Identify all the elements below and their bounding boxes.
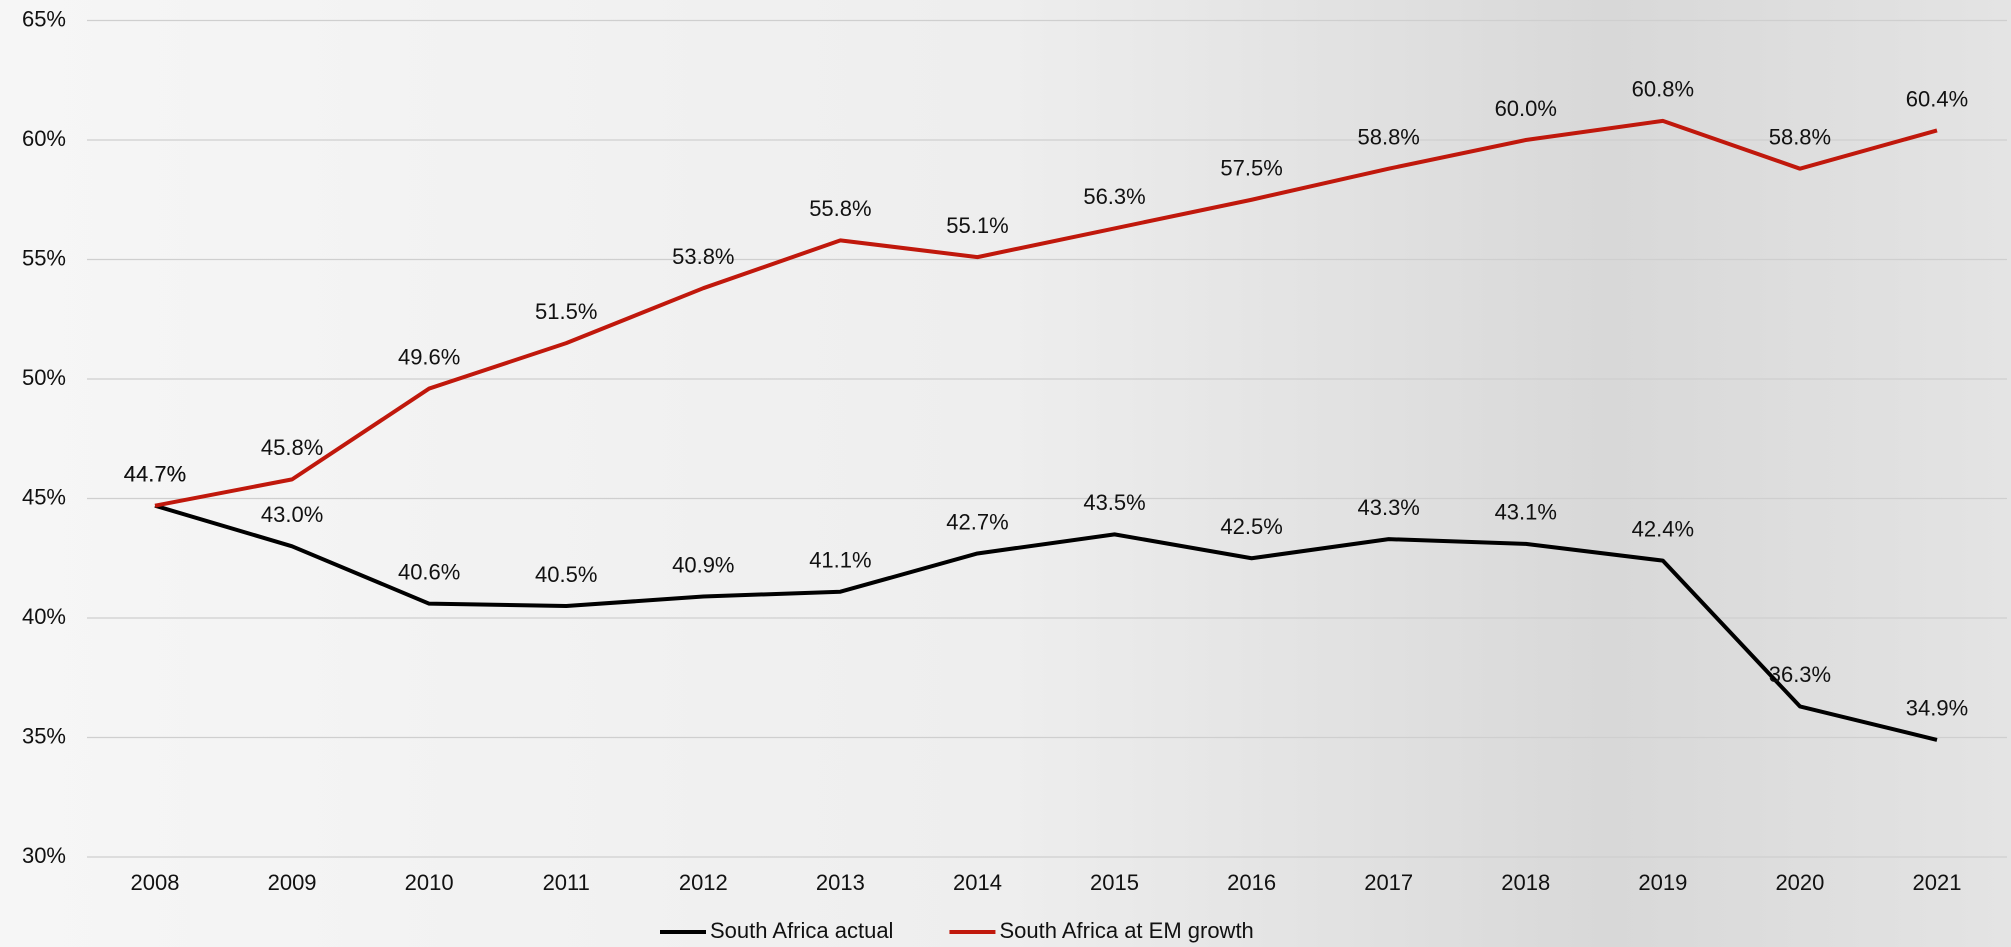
x-tick-label: 2015	[1090, 870, 1139, 895]
data-label: 57.5%	[1220, 156, 1282, 181]
data-label: 60.8%	[1632, 77, 1694, 102]
x-tick-label: 2016	[1227, 870, 1276, 895]
x-tick-label: 2012	[679, 870, 728, 895]
data-label: 45.8%	[261, 435, 323, 460]
y-tick-label: 65%	[22, 6, 66, 31]
data-label: 43.5%	[1083, 490, 1145, 515]
y-tick-label: 45%	[22, 484, 66, 509]
data-label: 40.5%	[535, 562, 597, 587]
data-label: 60.4%	[1906, 86, 1968, 111]
y-tick-label: 40%	[22, 604, 66, 629]
x-tick-label: 2011	[543, 870, 590, 895]
y-tick-label: 35%	[22, 723, 66, 748]
data-label: 40.6%	[398, 559, 460, 584]
data-label: 44.7%	[124, 461, 186, 486]
x-tick-label: 2017	[1364, 870, 1413, 895]
x-tick-label: 2014	[953, 870, 1002, 895]
y-tick-label: 30%	[22, 843, 66, 868]
y-tick-label: 50%	[22, 365, 66, 390]
data-label: 43.0%	[261, 502, 323, 527]
x-tick-label: 2019	[1638, 870, 1687, 895]
data-label: 44.7%	[124, 461, 186, 486]
x-tick-label: 2008	[131, 870, 180, 895]
series-line	[154, 118, 1938, 508]
x-tick-label: 2020	[1775, 870, 1824, 895]
data-label: 41.1%	[809, 548, 871, 573]
data-label: 43.1%	[1495, 500, 1557, 525]
data-label: 55.8%	[809, 196, 871, 221]
data-label: 42.4%	[1632, 516, 1694, 541]
data-label: 58.8%	[1769, 124, 1831, 149]
data-label: 49.6%	[398, 344, 460, 369]
x-tick-label: 2010	[405, 870, 454, 895]
x-tick-label: 2013	[816, 870, 865, 895]
x-tick-label: 2009	[268, 870, 317, 895]
data-label: 36.3%	[1769, 662, 1831, 687]
y-tick-label: 60%	[22, 126, 66, 151]
data-label: 40.9%	[672, 552, 734, 577]
series-line	[154, 503, 1938, 742]
x-tick-label: 2018	[1501, 870, 1550, 895]
data-label: 56.3%	[1083, 184, 1145, 209]
data-label: 60.0%	[1495, 96, 1557, 121]
data-label: 58.8%	[1357, 124, 1419, 149]
data-label: 42.5%	[1220, 514, 1282, 539]
data-label: 53.8%	[672, 244, 734, 269]
x-tick-label: 2021	[1913, 870, 1962, 895]
y-tick-label: 55%	[22, 245, 66, 270]
data-label: 34.9%	[1906, 696, 1968, 721]
legend-label: South Africa at EM growth	[999, 918, 1253, 943]
data-label: 51.5%	[535, 299, 597, 324]
legend-label: South Africa actual	[710, 918, 893, 943]
data-label: 55.1%	[946, 213, 1008, 238]
data-label: 42.7%	[946, 509, 1008, 534]
data-label: 43.3%	[1357, 495, 1419, 520]
